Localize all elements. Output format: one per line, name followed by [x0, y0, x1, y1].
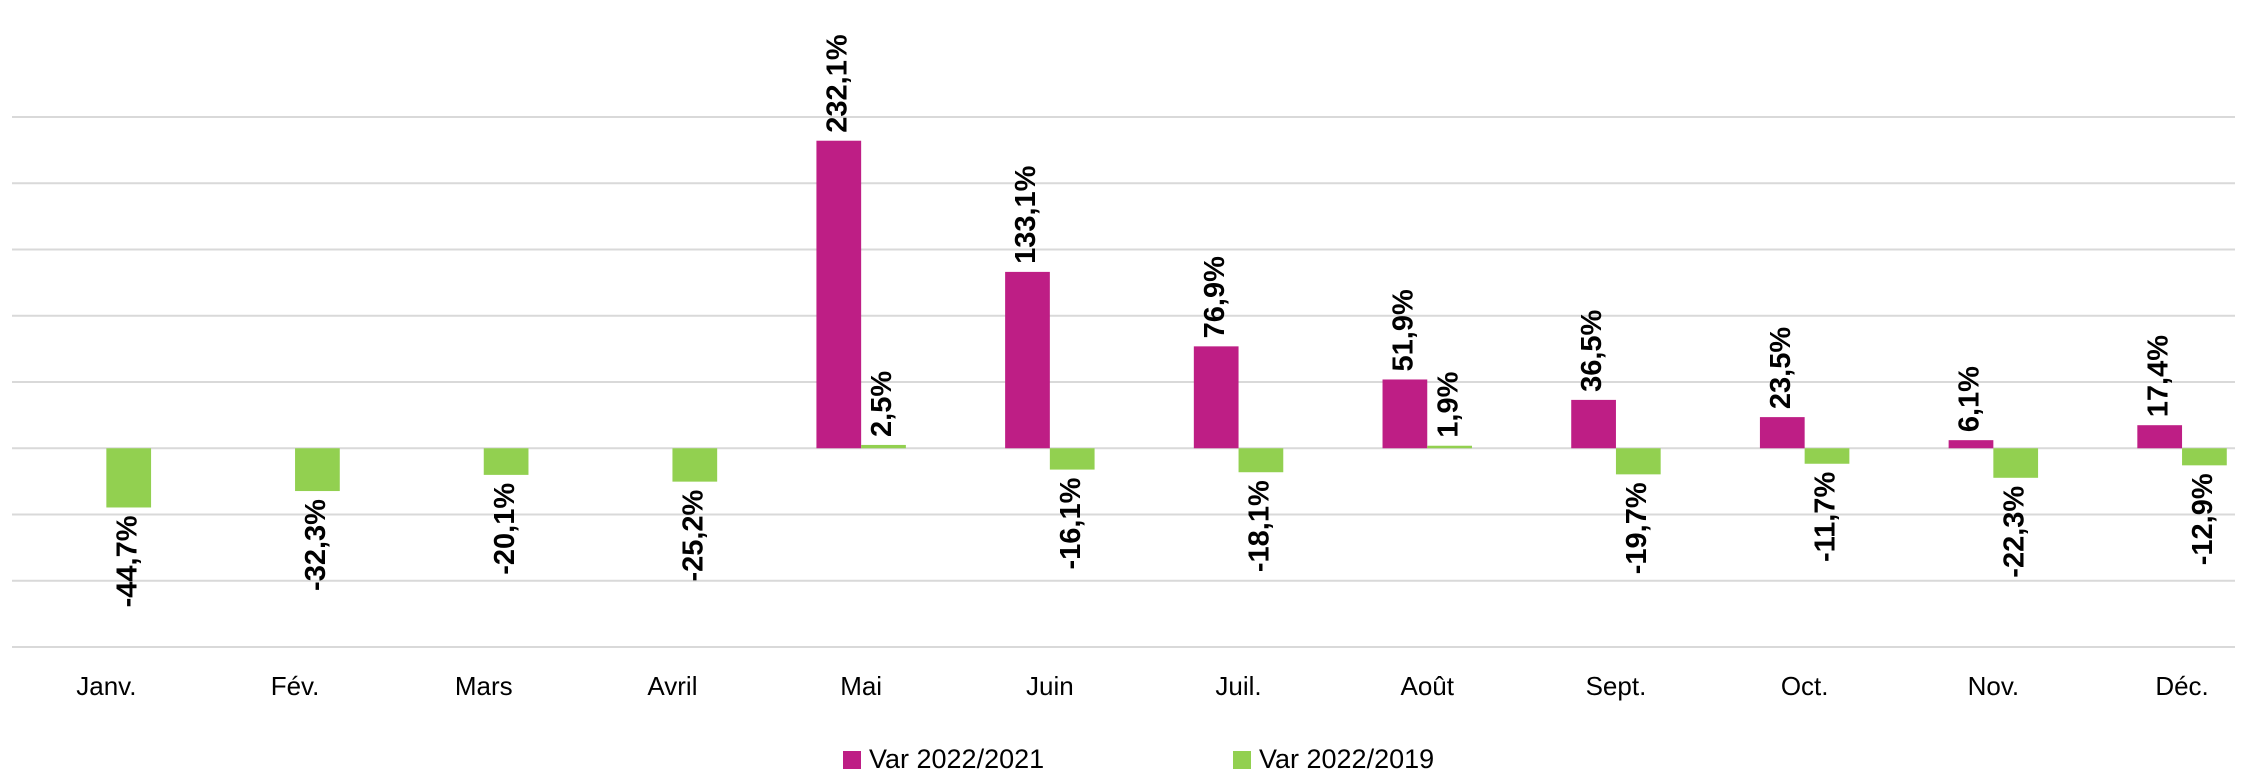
data-label: -25,2% — [677, 489, 709, 581]
legend-label: Var 2022/2021 — [869, 744, 1044, 774]
data-label: 36,5% — [1576, 309, 1608, 391]
x-tick-label: Juil. — [1215, 671, 1261, 701]
bar — [1193, 346, 1239, 449]
bar — [672, 448, 718, 482]
data-label: 2,5% — [866, 371, 898, 437]
bar — [1238, 448, 1284, 473]
data-label: 23,5% — [1765, 327, 1797, 409]
data-label: 232,1% — [821, 34, 853, 133]
bar — [1005, 271, 1050, 449]
data-label: 1,9% — [1432, 371, 1464, 437]
x-tick-label: Avril — [647, 671, 697, 701]
legend-swatch — [1233, 751, 1251, 769]
bar — [861, 444, 906, 449]
bar — [483, 448, 529, 475]
bar — [1993, 448, 2039, 478]
data-label: 133,1% — [1010, 165, 1042, 264]
x-tick-label: Oct. — [1781, 671, 1829, 701]
data-label: -32,3% — [300, 499, 332, 591]
bar — [1427, 445, 1472, 449]
data-label: -16,1% — [1055, 477, 1087, 569]
data-label: -12,9% — [2187, 473, 2219, 565]
bar — [816, 140, 862, 449]
x-tick-label: Mai — [840, 671, 882, 701]
x-tick-label: Fév. — [271, 671, 320, 701]
legend-label: Var 2022/2019 — [1259, 744, 1434, 774]
bar — [1948, 440, 1994, 449]
data-label: -18,1% — [1244, 480, 1276, 572]
bar — [1049, 448, 1095, 470]
bar — [1382, 379, 1428, 449]
bar — [2182, 448, 2227, 466]
x-tick-label: Nov. — [1968, 671, 2020, 701]
x-tick-label: Mars — [455, 671, 513, 701]
data-label: 51,9% — [1388, 289, 1420, 371]
x-tick-label: Août — [1401, 671, 1455, 701]
bar — [295, 448, 340, 492]
data-label: -11,7% — [1810, 472, 1842, 562]
data-label: -20,1% — [489, 483, 521, 575]
data-label: -44,7% — [111, 515, 143, 607]
data-label: 76,9% — [1199, 256, 1231, 338]
x-tick-label: Juin — [1026, 671, 1074, 701]
bar — [106, 448, 152, 508]
bar — [2137, 425, 2183, 449]
bar — [1615, 448, 1661, 475]
bar — [1804, 448, 1850, 464]
data-label: 17,4% — [2142, 335, 2174, 417]
x-tick-label: Janv. — [76, 671, 136, 701]
x-tick-label: Sept. — [1586, 671, 1647, 701]
legend-swatch — [843, 751, 861, 769]
data-label: -22,3% — [1998, 486, 2030, 578]
data-label: 6,1% — [1954, 366, 1986, 432]
bar — [1571, 399, 1616, 449]
bar — [1759, 417, 1805, 449]
x-tick-label: Déc. — [2155, 671, 2208, 701]
data-label: -19,7% — [1621, 482, 1653, 574]
